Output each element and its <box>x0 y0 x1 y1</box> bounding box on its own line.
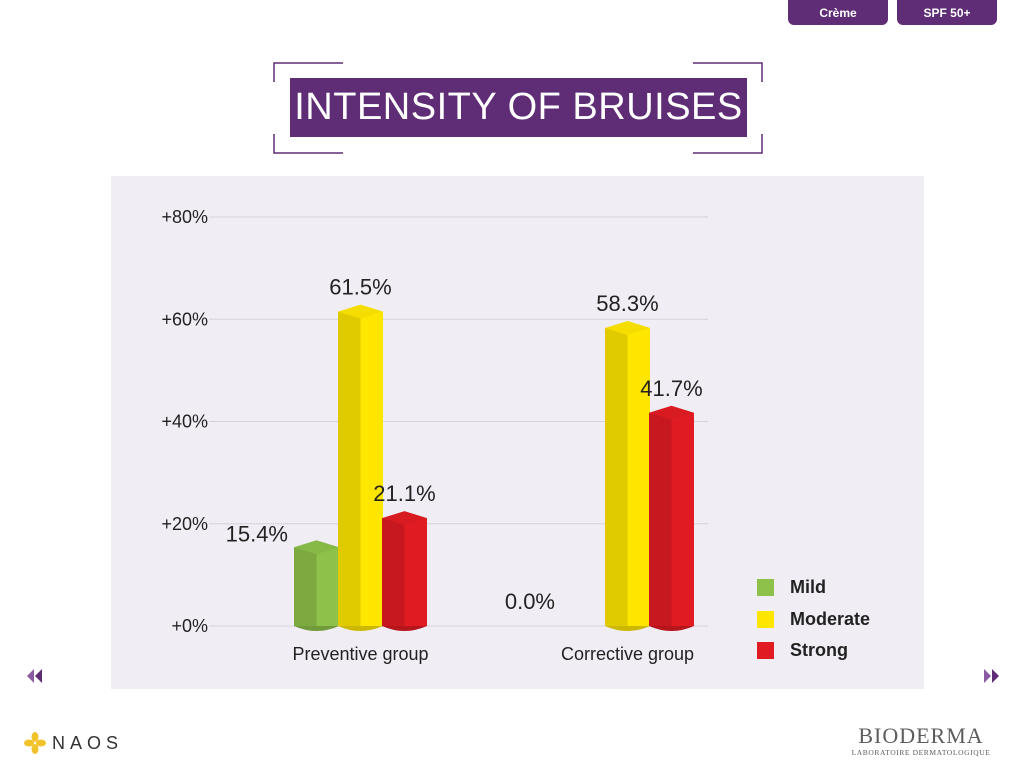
data-label: 21.1% <box>373 481 435 506</box>
chart-title: INTENSITY OF BRUISES <box>290 78 747 137</box>
data-label: 0.0% <box>505 589 555 614</box>
data-label: 58.3% <box>596 291 658 316</box>
tab-spf-50[interactable]: SPF 50+ <box>897 0 997 25</box>
bar-chart: +0% +20% +40% +60% +80% 15.4% 61.5% 21.1% Preven… <box>161 207 708 664</box>
tab-creme[interactable]: Crème <box>788 0 888 25</box>
bioderma-logo: BIODERMA LABORATOIRE DERMATOLOGIQUE <box>848 723 994 758</box>
legend-item-mild: Mild <box>757 572 870 604</box>
bar <box>338 304 383 631</box>
x-category-label: Preventive group <box>292 644 428 664</box>
bioderma-logo-subtitle: LABORATOIRE DERMATOLOGIQUE <box>851 748 991 757</box>
y-tick-label: +0% <box>171 616 208 636</box>
legend-item-moderate: Moderate <box>757 604 870 636</box>
naos-logo-text: NAOS <box>52 732 124 753</box>
legend-label-strong: Strong <box>790 640 848 661</box>
y-tick-label: +20% <box>161 514 208 534</box>
legend-swatch-mild <box>757 579 774 597</box>
data-label: 41.7% <box>640 376 702 401</box>
legend-item-strong: Strong <box>757 635 870 667</box>
y-tick-label: +40% <box>161 412 208 432</box>
y-tick-label: +80% <box>161 207 208 227</box>
bar <box>294 540 339 631</box>
data-label: 15.4% <box>226 521 288 546</box>
chart-panel: +0% +20% +40% +60% +80% 15.4% 61.5% 21.1% Preven… <box>111 176 924 689</box>
data-label: 61.5% <box>329 275 391 300</box>
chart-legend: Mild Moderate Strong <box>757 572 870 667</box>
double-chevron-left-icon[interactable] <box>26 668 44 684</box>
y-tick-label: +60% <box>161 309 208 329</box>
legend-swatch-strong <box>757 642 774 660</box>
naos-logo: NAOS <box>24 732 123 754</box>
bioderma-logo-text: BIODERMA <box>858 723 984 748</box>
x-category-label: Corrective group <box>561 644 694 664</box>
legend-label-mild: Mild <box>790 577 826 598</box>
bar <box>382 511 427 631</box>
double-chevron-right-icon[interactable] <box>982 668 1000 684</box>
title-frame <box>273 62 763 154</box>
naos-flower-icon <box>24 732 46 754</box>
legend-swatch-moderate <box>757 610 774 628</box>
legend-label-moderate: Moderate <box>790 608 871 629</box>
bar <box>605 320 650 631</box>
bar <box>649 405 694 631</box>
